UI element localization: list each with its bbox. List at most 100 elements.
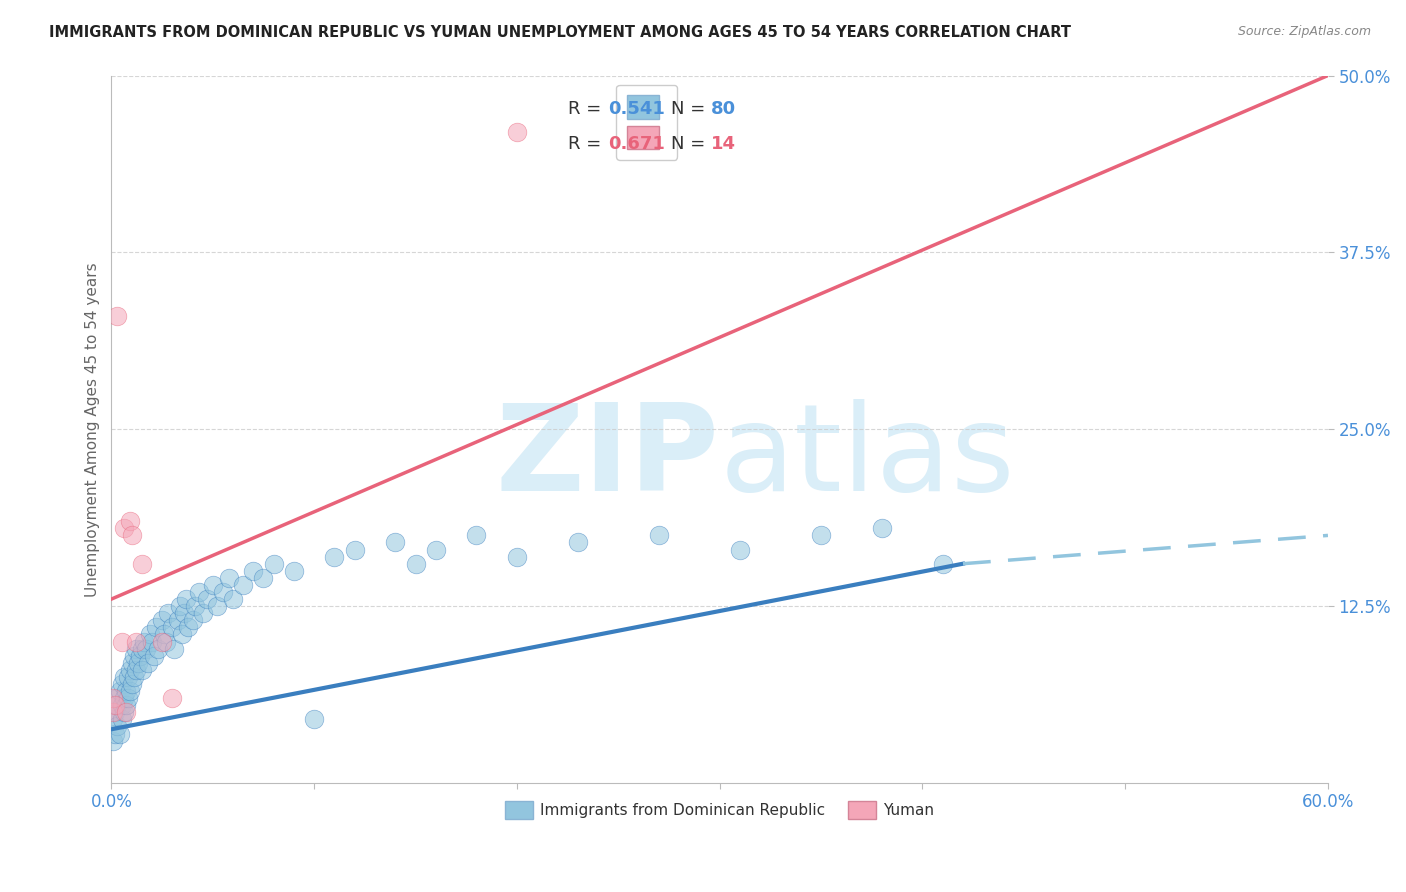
Text: 0.541: 0.541 bbox=[607, 101, 665, 119]
Point bbox=[150, 613, 173, 627]
Point bbox=[162, 691, 184, 706]
Point bbox=[153, 627, 176, 641]
Point bbox=[205, 599, 228, 614]
Point bbox=[125, 663, 148, 677]
Point bbox=[252, 571, 274, 585]
Point bbox=[145, 620, 167, 634]
Point bbox=[110, 712, 132, 726]
Point bbox=[931, 557, 953, 571]
Point bbox=[283, 564, 305, 578]
Point bbox=[172, 627, 194, 641]
Point bbox=[131, 641, 153, 656]
Point bbox=[157, 606, 180, 620]
Point bbox=[810, 528, 832, 542]
Point bbox=[506, 125, 529, 139]
Point bbox=[117, 670, 139, 684]
Point bbox=[118, 663, 141, 677]
Point bbox=[125, 634, 148, 648]
Point bbox=[176, 592, 198, 607]
Point bbox=[150, 634, 173, 648]
Text: IMMIGRANTS FROM DOMINICAN REPUBLIC VS YUMAN UNEMPLOYMENT AMONG AGES 45 TO 54 YEA: IMMIGRANTS FROM DOMINICAN REPUBLIC VS YU… bbox=[49, 25, 1071, 40]
Point bbox=[343, 542, 366, 557]
Point bbox=[302, 712, 325, 726]
Point bbox=[112, 691, 135, 706]
Text: 0.671: 0.671 bbox=[607, 136, 665, 153]
Point bbox=[870, 521, 893, 535]
Point bbox=[117, 691, 139, 706]
Point bbox=[110, 677, 132, 691]
Point bbox=[173, 606, 195, 620]
Point bbox=[405, 557, 427, 571]
Point bbox=[169, 599, 191, 614]
Point bbox=[122, 670, 145, 684]
Point bbox=[323, 549, 346, 564]
Text: 14: 14 bbox=[711, 136, 737, 153]
Point bbox=[218, 571, 240, 585]
Text: N =: N = bbox=[671, 101, 711, 119]
Point bbox=[167, 613, 190, 627]
Point bbox=[465, 528, 488, 542]
Text: N =: N = bbox=[671, 136, 711, 153]
Point bbox=[195, 592, 218, 607]
Point bbox=[506, 549, 529, 564]
Point bbox=[191, 606, 214, 620]
Point bbox=[110, 634, 132, 648]
Point bbox=[141, 634, 163, 648]
Point bbox=[242, 564, 264, 578]
Point bbox=[183, 599, 205, 614]
Point bbox=[263, 557, 285, 571]
Point bbox=[107, 691, 129, 706]
Point bbox=[108, 726, 131, 740]
Point bbox=[103, 706, 125, 720]
Point bbox=[103, 712, 125, 726]
Point bbox=[114, 684, 136, 698]
Text: R =: R = bbox=[568, 136, 606, 153]
Point bbox=[567, 535, 589, 549]
Point bbox=[121, 528, 143, 542]
Point bbox=[125, 641, 148, 656]
Point bbox=[112, 670, 135, 684]
Point bbox=[112, 521, 135, 535]
Point bbox=[201, 578, 224, 592]
Point bbox=[162, 620, 184, 634]
Text: ZIP: ZIP bbox=[496, 399, 720, 516]
Point bbox=[112, 706, 135, 720]
Point bbox=[648, 528, 671, 542]
Point bbox=[104, 698, 127, 713]
Point bbox=[110, 698, 132, 713]
Text: atlas: atlas bbox=[720, 399, 1015, 516]
Point bbox=[107, 698, 129, 713]
Point bbox=[118, 514, 141, 528]
Point bbox=[104, 706, 127, 720]
Point bbox=[139, 627, 162, 641]
Point bbox=[127, 656, 149, 670]
Y-axis label: Unemployment Among Ages 45 to 54 years: Unemployment Among Ages 45 to 54 years bbox=[86, 262, 100, 597]
Text: Source: ZipAtlas.com: Source: ZipAtlas.com bbox=[1237, 25, 1371, 38]
Point bbox=[187, 585, 209, 599]
Legend: Immigrants from Dominican Republic, Yuman: Immigrants from Dominican Republic, Yuma… bbox=[499, 795, 941, 825]
Point bbox=[131, 663, 153, 677]
Point bbox=[114, 698, 136, 713]
Point bbox=[121, 656, 143, 670]
Point bbox=[108, 684, 131, 698]
Point bbox=[212, 585, 235, 599]
Point bbox=[384, 535, 406, 549]
Text: 80: 80 bbox=[711, 101, 737, 119]
Point bbox=[146, 641, 169, 656]
Point bbox=[122, 648, 145, 663]
Point bbox=[121, 677, 143, 691]
Text: R =: R = bbox=[568, 101, 606, 119]
Point bbox=[131, 557, 153, 571]
Point bbox=[181, 613, 204, 627]
Point bbox=[103, 733, 125, 747]
Point bbox=[136, 656, 159, 670]
Point bbox=[118, 684, 141, 698]
Point bbox=[114, 706, 136, 720]
Point bbox=[107, 309, 129, 323]
Point bbox=[143, 648, 166, 663]
Point bbox=[128, 648, 150, 663]
Point bbox=[132, 634, 155, 648]
Point bbox=[728, 542, 751, 557]
Point bbox=[135, 641, 157, 656]
Point bbox=[425, 542, 447, 557]
